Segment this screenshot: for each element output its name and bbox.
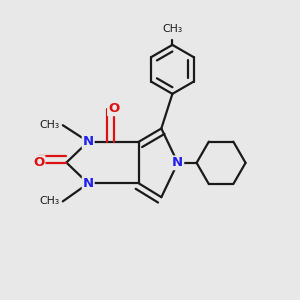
Text: CH₃: CH₃ xyxy=(40,120,60,130)
Text: CH₃: CH₃ xyxy=(162,24,182,34)
Text: N: N xyxy=(82,177,94,190)
Text: O: O xyxy=(108,102,119,115)
Text: CH₃: CH₃ xyxy=(40,196,60,206)
Text: N: N xyxy=(82,135,94,148)
Text: O: O xyxy=(33,156,44,169)
Text: N: N xyxy=(172,156,183,169)
